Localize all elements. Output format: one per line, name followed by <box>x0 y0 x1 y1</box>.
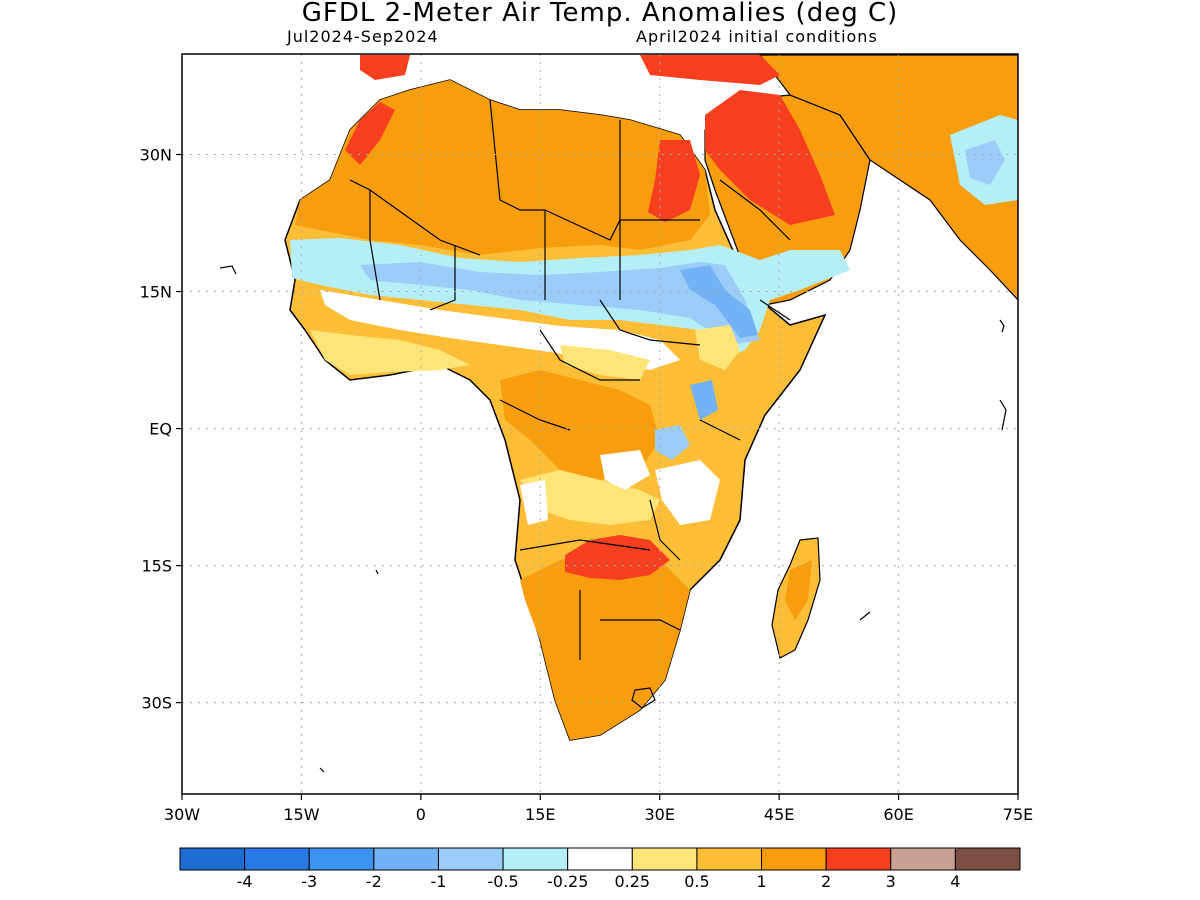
x-tick-label: 60E <box>883 805 913 824</box>
central-weak-warm <box>560 345 650 380</box>
east-africa-colder <box>690 380 718 420</box>
y-tick-label: 15S <box>141 557 172 576</box>
colorbar-swatch <box>825 847 892 871</box>
colorbar-label: 3 <box>886 872 896 891</box>
longitude-labels: 30W 15W 0 15E 30E 45E 60E 75E <box>164 805 1033 824</box>
period-subtitle: Jul2024-Sep2024 <box>287 27 439 46</box>
x-tick-label: 30E <box>644 805 674 824</box>
colorbar-swatch <box>631 847 698 871</box>
colorbar-label: -4 <box>237 872 253 891</box>
east-africa-neutral <box>655 460 720 525</box>
colorbar-swatch <box>179 847 246 871</box>
islands <box>219 265 1007 773</box>
colorbar-label: 4 <box>950 872 960 891</box>
iberia-very-hot <box>360 55 410 80</box>
map-canvas <box>219 54 1018 773</box>
gridlines <box>176 54 1019 800</box>
colorbar-swatch <box>954 847 1021 871</box>
arabia-very-hot <box>705 90 835 225</box>
colorbar-swatch <box>761 847 827 871</box>
sahara-hot-region <box>295 80 710 255</box>
y-tick-label: 30S <box>141 694 172 713</box>
y-tick-label: 15N <box>140 283 172 302</box>
map-title: GFDL 2-Meter Air Temp. Anomalies (deg C) <box>301 0 899 28</box>
colorbar-swatch <box>696 847 763 871</box>
angola-neutral <box>520 480 548 525</box>
sahel-colder-band <box>360 262 760 345</box>
colorbar-label: -2 <box>366 872 382 891</box>
colorbar-swatch <box>437 847 504 871</box>
colorbar-label: 2 <box>821 872 831 891</box>
x-tick-label: 15W <box>283 805 319 824</box>
map-frame <box>181 53 1019 795</box>
latitude-labels: 30N 15N EQ 15S 30S <box>140 145 172 712</box>
lake-victoria-cool <box>655 425 690 460</box>
x-tick-label: 45E <box>764 805 794 824</box>
morocco-very-hot <box>345 102 395 165</box>
lesotho-outline <box>631 687 656 709</box>
west-africa-weak-warm <box>310 330 470 375</box>
egypt-very-hot <box>648 140 700 222</box>
colorbar-swatch <box>890 847 956 871</box>
initial-conditions-subtitle: April2024 initial conditions <box>636 27 878 46</box>
colorbar-label: 0.25 <box>614 872 650 891</box>
x-tick-label: 15E <box>525 805 555 824</box>
colorbar-swatch <box>373 847 439 871</box>
congo-neutral <box>600 450 650 490</box>
x-tick-label: 75E <box>1003 805 1033 824</box>
y-tick-label: 30N <box>140 145 172 164</box>
colorbar-swatch <box>502 847 569 871</box>
x-tick-label: 30W <box>164 805 200 824</box>
x-tick-label: 0 <box>416 805 426 824</box>
colorbar-swatch <box>567 847 633 871</box>
colorbar-label: 0.5 <box>684 872 709 891</box>
madagascar-hot <box>785 560 812 620</box>
horn-weak-warm <box>695 325 740 370</box>
country-borders <box>349 99 791 660</box>
colorbar-swatch <box>244 847 310 871</box>
congo-weak-warm <box>520 470 660 525</box>
colorbar: -4 -3 -2 -1 -0.5 -0.25 0.25 0.5 1 2 3 4 <box>179 847 1021 891</box>
colorbar-swatch <box>308 847 375 871</box>
colorbar-label: -3 <box>301 872 317 891</box>
colorbar-label: -0.25 <box>547 872 588 891</box>
colorbar-label: 1 <box>756 872 766 891</box>
mediterranean-north-very-hot <box>640 55 780 85</box>
zambia-very-hot <box>565 535 670 580</box>
iran-landmass <box>758 54 1018 301</box>
colorbar-label: -0.5 <box>487 872 518 891</box>
india-colder-region <box>965 140 1005 185</box>
y-tick-label: EQ <box>149 420 172 439</box>
sahel-coldest-patch <box>680 265 758 338</box>
southern-africa-hot-region <box>520 550 690 740</box>
colorbar-label: -1 <box>430 872 446 891</box>
